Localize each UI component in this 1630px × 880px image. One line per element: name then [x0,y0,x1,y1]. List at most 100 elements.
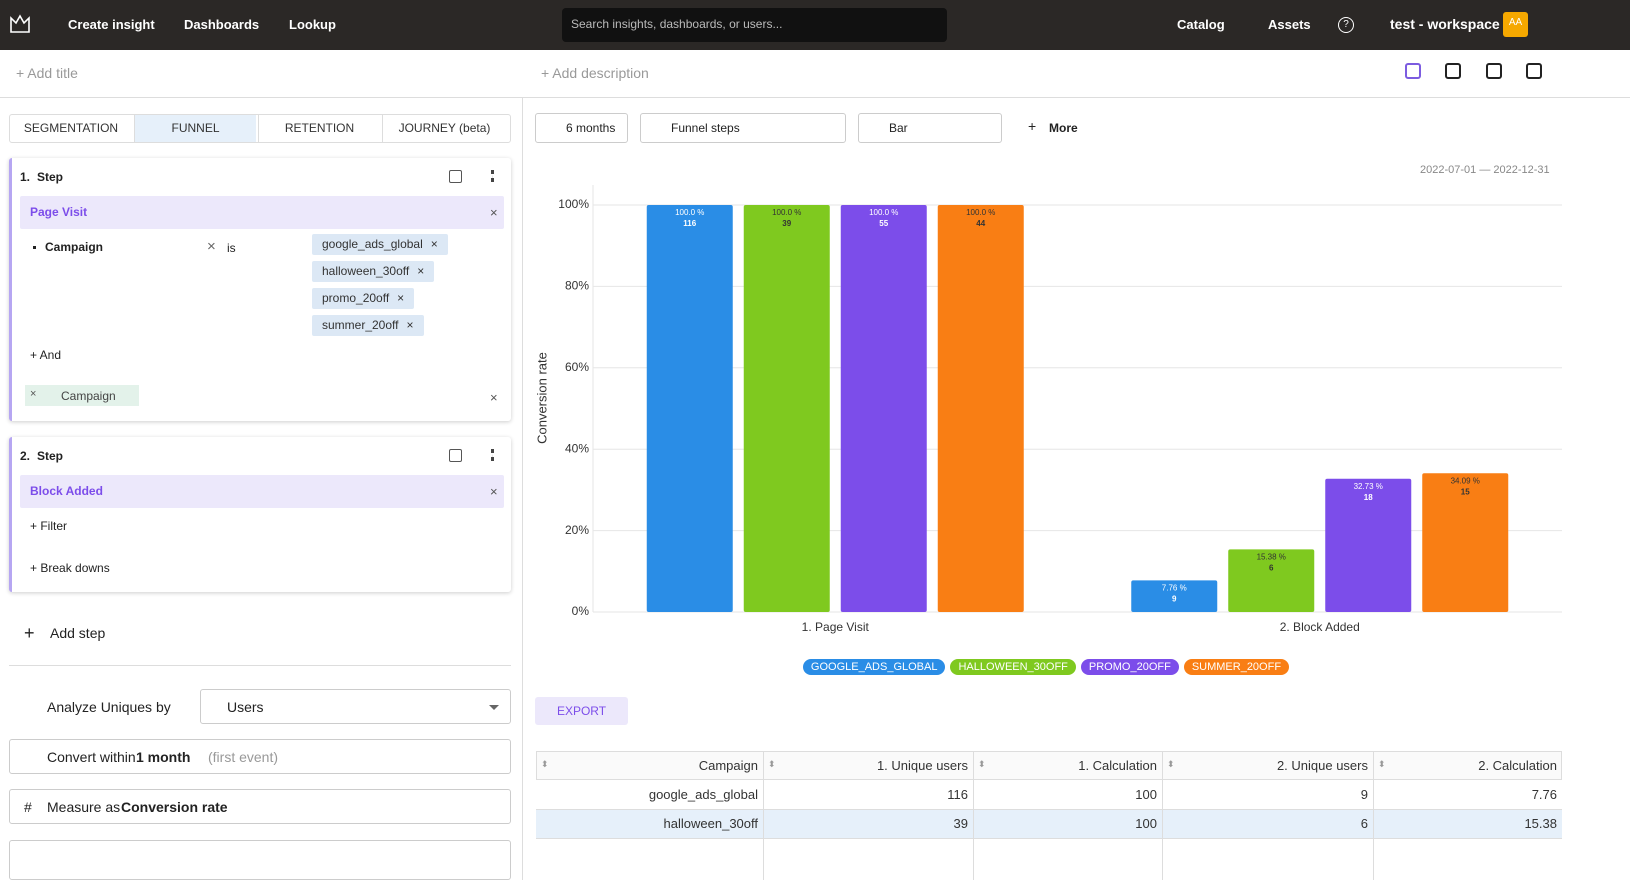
measure-box[interactable] [9,789,511,824]
sort-icon[interactable]: ⬍ [978,759,986,769]
nav-link[interactable]: Dashboards [184,17,260,32]
divider [9,665,511,666]
event-row [20,196,504,229]
y-tick-label: 100% [558,197,589,211]
more-button[interactable]: More [1049,121,1078,135]
nav-link[interactable]: Lookup [289,17,336,32]
bar [840,205,927,612]
view-select[interactable] [640,113,846,143]
plus-icon: + [1028,118,1037,134]
tag-remove[interactable]: × [430,237,438,251]
search-box[interactable]: Search insights, dashboards, or users... [562,8,947,42]
breakdown-label[interactable]: Campaign [61,389,116,403]
convert-box[interactable] [9,739,511,774]
value-label: 100.0 % [869,208,898,217]
export-button[interactable]: EXPORT [535,697,628,725]
table-cell: 100 [1135,787,1157,802]
filter-property[interactable]: Campaign [45,240,104,254]
sort-icon[interactable]: ⬍ [541,759,549,769]
y-axis-label: Conversion rate [534,352,549,444]
avatar[interactable]: AA [1503,12,1528,37]
add-icon[interactable] [449,449,462,462]
nav-link[interactable]: Assets [1268,17,1311,32]
table-cell: google_ads_global [648,787,758,802]
filter-tag[interactable]: halloween_30off × [312,261,435,282]
workspace[interactable]: test - workspace [1390,16,1500,32]
table-header-bg [536,751,1562,780]
period-value[interactable]: 6 months [566,121,616,135]
table-cell: 7.76 [1531,787,1557,802]
table-cell: 6 [1360,816,1368,831]
chart_type-value[interactable]: Bar [889,121,908,135]
legend-entry[interactable]: SUMMER_20OFF [1183,659,1290,675]
column-header[interactable]: 1. Calculation [1078,758,1157,773]
bar [1228,549,1315,612]
y-tick-label: 60% [565,360,589,374]
save-icon[interactable] [1405,63,1421,79]
add-description[interactable]: + Add description [541,65,649,81]
add-filter[interactable]: + Filter [30,519,68,533]
filter-tag[interactable]: google_ads_global × [312,234,448,255]
tag-remove[interactable]: × [397,291,405,305]
tag-remove[interactable]: × [417,264,425,278]
view-value[interactable]: Funnel steps [671,121,740,135]
filter-tag[interactable]: summer_20off × [312,315,424,336]
tab[interactable]: JOURNEY (beta) [382,115,506,142]
event-name[interactable]: Page Visit [30,205,88,219]
column-header[interactable]: 1. Unique users [876,758,968,773]
step-number: 1. [20,170,31,184]
period-select[interactable] [535,113,628,143]
analyze-value[interactable]: Users [227,699,264,715]
table-row-line [536,809,1562,810]
close-icon[interactable] [1486,63,1502,79]
add-and[interactable]: + And [30,348,62,362]
column-header[interactable]: Campaign [698,758,758,773]
table-cell: 39 [953,816,968,831]
analyze-select[interactable] [200,689,511,724]
event-name[interactable]: Block Added [30,484,103,498]
table-cell: 15.38 [1524,816,1557,831]
sort-icon[interactable]: ⬍ [768,759,776,769]
sort-icon[interactable]: ⬍ [1167,759,1175,769]
nav-link[interactable]: Catalog [1177,17,1225,32]
legend: GOOGLE_ADS_GLOBAL HALLOWEEN_30OFF PROMO_20… [523,659,1569,675]
column-header[interactable]: 2. Calculation [1478,758,1557,773]
filter-tag[interactable]: promo_20off × [312,288,415,309]
hash-icon: # [24,799,32,815]
tab[interactable]: FUNNEL [134,115,256,142]
tab[interactable]: SEGMENTATION [23,121,119,135]
remove-button[interactable]: × [30,388,37,400]
legend-entry[interactable]: PROMO_20OFF [1080,659,1179,675]
menu-icon[interactable] [491,170,494,182]
chart_type-select[interactable] [858,113,1002,143]
tab[interactable]: RETENTION [258,115,380,142]
tag-remove[interactable]: × [406,318,414,332]
menu-icon[interactable] [491,449,494,461]
refresh-icon[interactable] [1526,63,1542,79]
analyze-box-more [9,840,511,880]
filter-operator[interactable]: is [227,241,236,255]
event-row [20,475,504,508]
remove-button[interactable]: × [490,484,498,499]
add-icon[interactable] [449,170,462,183]
nav-link[interactable]: Create insight [68,17,155,32]
count-label: 15 [1461,487,1470,496]
add-step[interactable]: Add step [50,625,106,641]
help-button[interactable]: ? [1338,17,1354,33]
logo[interactable] [8,12,32,36]
remove-button[interactable]: × [490,205,498,220]
legend-entry[interactable]: GOOGLE_ADS_GLOBAL [802,659,946,675]
sort-icon[interactable]: ⬍ [1378,759,1386,769]
link-icon[interactable] [1445,63,1461,79]
bar [937,205,1024,612]
plus-icon[interactable]: + [24,623,35,643]
remove-button[interactable]: × [490,390,498,405]
column-divider [1373,751,1374,880]
filter-remove[interactable]: × [207,238,216,255]
column-header[interactable]: 2. Unique users [1276,758,1368,773]
x-tick-label: 2. Block Added [1280,620,1360,634]
add-breakdown[interactable]: + Break downs [30,561,110,575]
bar [1422,473,1509,612]
add-title[interactable]: + Add title [16,65,78,81]
legend-entry[interactable]: HALLOWEEN_30OFF [950,659,1076,675]
